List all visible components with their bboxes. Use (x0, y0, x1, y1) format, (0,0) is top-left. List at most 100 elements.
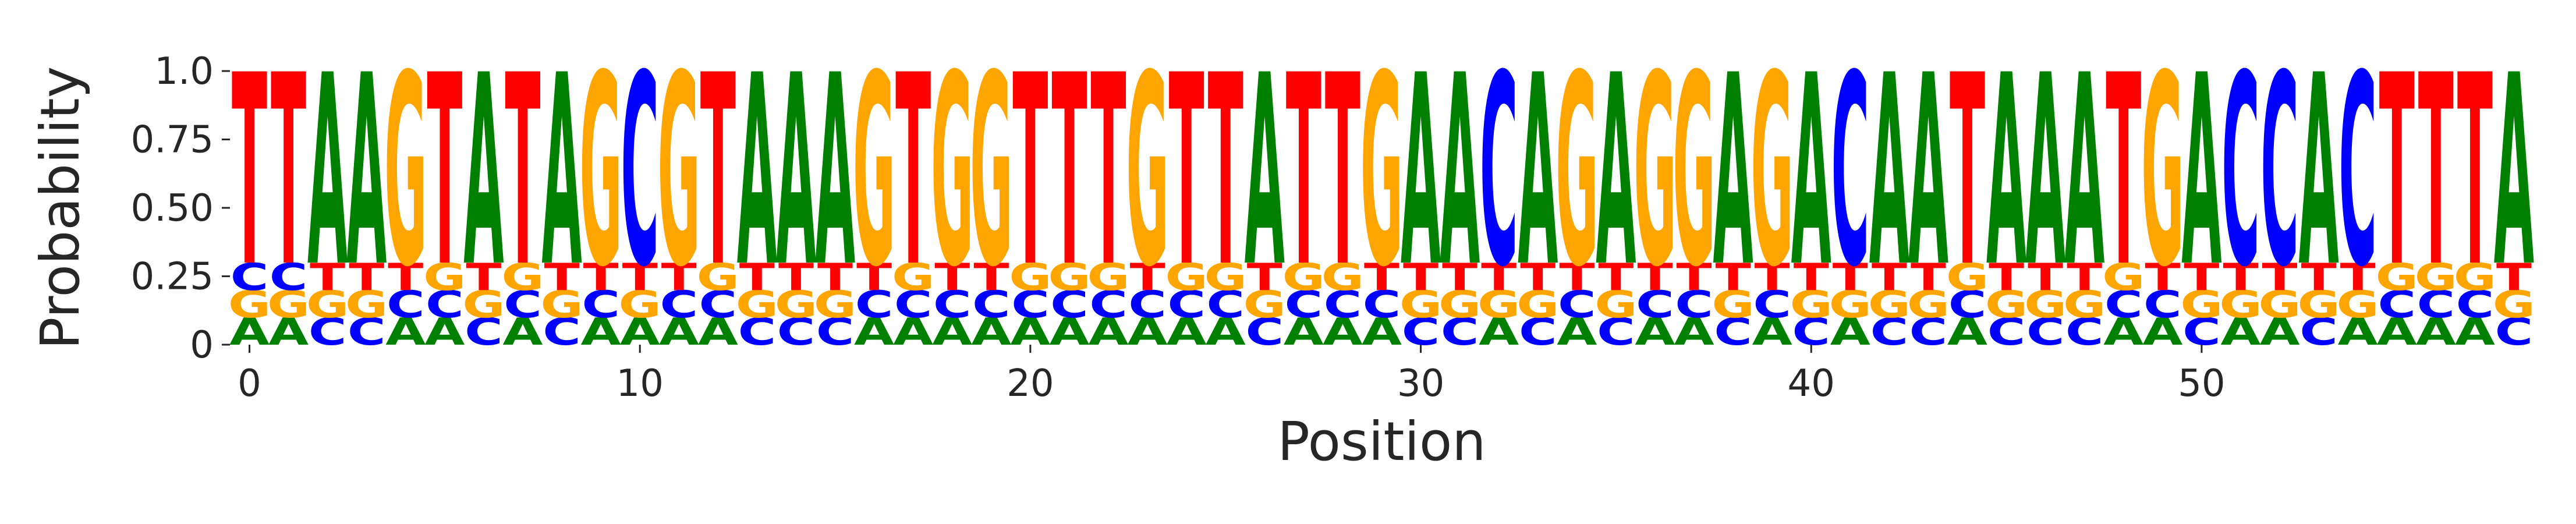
logo-letter-A-pos-30: A (1401, 19, 1441, 325)
logo-letter-C-pos-53: C (2299, 310, 2338, 353)
logo-letter-A-pos-38: A (1713, 19, 1754, 325)
logo-letter-A-pos-26: A (1245, 19, 1285, 325)
logo-letter-T-pos-47: T (2067, 256, 2102, 299)
logo-letter-T-pos-57: T (2457, 19, 2493, 325)
logo-letter-G-pos-56: G (2415, 256, 2457, 299)
logo-letter-C-pos-7: C (504, 283, 542, 326)
plot-area: AGCTAGCTCGTACGTAACTGACGTCGTAACGTCGTAACTG… (228, 19, 2535, 354)
x-axis-label: Position (1277, 410, 1486, 473)
logo-letter-G-pos-32: G (1477, 283, 1520, 326)
logo-letter-T-pos-44: T (1950, 19, 1985, 325)
logo-letter-A-pos-41: A (1830, 310, 1870, 353)
logo-letter-A-pos-6: A (463, 19, 504, 325)
logo-letter-G-pos-27: G (1282, 256, 1325, 299)
logo-letter-A-pos-5: A (424, 310, 465, 353)
logo-letter-T-pos-24: T (1169, 19, 1204, 325)
logo-letter-T-pos-31: T (1442, 256, 1477, 299)
logo-letter-C-pos-46: C (2026, 310, 2065, 353)
logo-letter-A-pos-47: A (2064, 19, 2105, 325)
logo-letter-G-pos-1: G (267, 283, 310, 326)
logo-letter-T-pos-27: T (1286, 19, 1321, 325)
logo-letter-G-pos-0: G (228, 283, 271, 326)
logo-letter-G-pos-42: G (1868, 283, 1911, 326)
logo-letter-T-pos-39: T (1755, 256, 1790, 299)
logo-letter-T-pos-33: T (1520, 256, 1555, 299)
logo-letter-T-pos-6: T (466, 256, 501, 299)
x-tick-label: 10 (616, 362, 663, 405)
logo-letter-T-pos-8: T (544, 256, 580, 299)
logo-letter-T-pos-7: T (505, 19, 541, 325)
logo-letter-G-pos-6: G (462, 283, 505, 326)
logo-letter-G-pos-5: G (423, 256, 466, 299)
logo-letter-G-pos-36: G (1634, 19, 1676, 325)
y-tick-label: 0.50 (131, 187, 214, 230)
logo-letter-A-pos-14: A (776, 19, 817, 325)
logo-letter-C-pos-12: C (699, 283, 738, 326)
logo-letter-C-pos-5: C (426, 283, 464, 326)
logo-letter-T-pos-50: T (2184, 256, 2219, 299)
logo-letter-A-pos-58: A (2494, 19, 2535, 325)
logo-letter-A-pos-22: A (1088, 310, 1128, 353)
logo-letter-A-pos-18: A (932, 310, 972, 353)
logo-letter-G-pos-46: G (2024, 283, 2067, 326)
logo-letter-T-pos-53: T (2301, 256, 2337, 299)
logo-letter-A-pos-39: A (1752, 310, 1792, 353)
logo-letter-A-pos-52: A (2259, 310, 2299, 353)
logo-letter-T-pos-19: T (973, 256, 1009, 299)
logo-letter-G-pos-31: G (1438, 283, 1481, 326)
logo-letter-A-pos-48: A (2103, 310, 2143, 353)
logo-letter-A-pos-55: A (2377, 310, 2417, 353)
logo-letter-T-pos-30: T (1403, 256, 1438, 299)
logo-letter-T-pos-20: T (1012, 19, 1048, 325)
logo-letter-C-pos-25: C (1206, 283, 1245, 326)
logo-letter-A-pos-7: A (502, 310, 543, 353)
logo-letter-G-pos-52: G (2258, 283, 2301, 326)
logo-letter-G-pos-18: G (931, 19, 973, 325)
logo-letter-A-pos-28: A (1323, 310, 1363, 353)
logo-letter-C-pos-2: C (309, 310, 347, 353)
logo-letter-G-pos-9: G (579, 19, 622, 325)
y-tick-label: 0.75 (131, 119, 214, 162)
logo-letter-G-pos-25: G (1204, 256, 1247, 299)
logo-letter-C-pos-39: C (1753, 283, 1791, 326)
logo-letter-C-pos-27: C (1285, 283, 1323, 326)
logo-letter-T-pos-12: T (700, 19, 736, 325)
y-tick-label: 0.25 (131, 256, 214, 299)
logo-letter-G-pos-33: G (1516, 283, 1559, 326)
logo-letter-T-pos-16: T (856, 256, 892, 299)
y-axis: 0 0.25 0.50 0.75 1.0 (131, 50, 230, 367)
logo-letter-G-pos-19: G (970, 19, 1012, 325)
logo-letter-T-pos-9: T (583, 256, 619, 299)
logo-letter-C-pos-21: C (1050, 283, 1089, 326)
x-axis: 0 10 20 30 40 50 (238, 345, 2226, 405)
logo-letter-T-pos-42: T (1872, 256, 1907, 299)
logo-letter-T-pos-18: T (934, 256, 970, 299)
logo-letter-T-pos-13: T (739, 256, 775, 299)
logo-letter-G-pos-51: G (2219, 283, 2262, 326)
logo-letter-C-pos-49: C (2143, 283, 2182, 326)
logo-letter-G-pos-58: G (2493, 283, 2535, 326)
logo-letter-C-pos-51: C (2221, 19, 2260, 325)
logo-letter-T-pos-3: T (349, 256, 384, 299)
logo-letter-A-pos-54: A (2338, 310, 2378, 353)
logo-letter-C-pos-34: C (1558, 283, 1596, 326)
logo-letter-C-pos-58: C (2495, 310, 2534, 353)
logo-letter-C-pos-9: C (582, 283, 620, 326)
logo-letter-G-pos-55: G (2376, 256, 2418, 299)
logo-letter-A-pos-4: A (385, 310, 426, 353)
logo-letter-A-pos-43: A (1908, 19, 1949, 325)
logo-letter-A-pos-13: A (737, 19, 778, 325)
logo-letter-A-pos-46: A (2025, 19, 2066, 325)
logo-letter-A-pos-51: A (2220, 310, 2260, 353)
x-tick-label: 40 (1788, 362, 1835, 405)
logo-letter-A-pos-9: A (581, 310, 621, 353)
logo-letter-C-pos-52: C (2260, 19, 2299, 325)
logo-letter-T-pos-46: T (2028, 256, 2063, 299)
logo-letter-C-pos-35: C (1597, 310, 1635, 353)
logo-letter-T-pos-26: T (1247, 256, 1282, 299)
logo-letter-C-pos-43: C (1909, 310, 1948, 353)
logo-letter-T-pos-21: T (1051, 19, 1087, 325)
logo-letter-G-pos-10: G (619, 283, 661, 326)
logo-letter-G-pos-20: G (1009, 256, 1051, 299)
logo-letter-A-pos-37: A (1674, 310, 1714, 353)
